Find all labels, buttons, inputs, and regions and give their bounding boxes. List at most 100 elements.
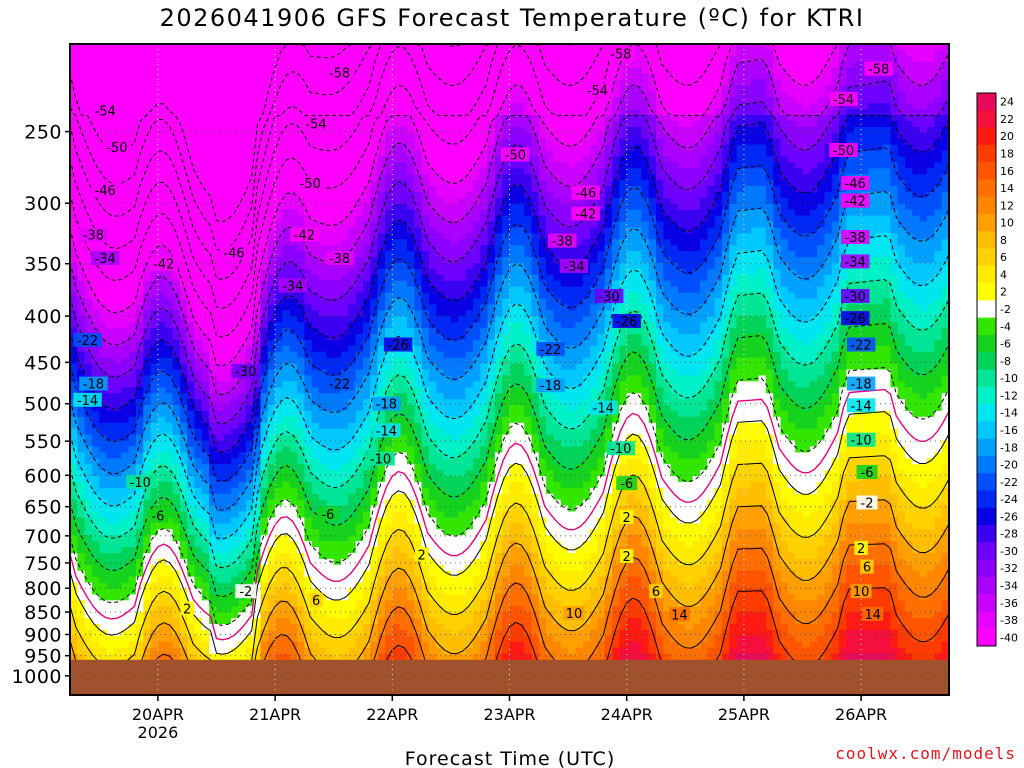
temperature-cell (282, 180, 291, 187)
temperature-cell (128, 257, 137, 264)
temperature-cell (253, 115, 261, 122)
temperature-cell (128, 150, 137, 157)
temperature-cell (282, 209, 291, 217)
temperature-cell (333, 310, 342, 317)
temperature-cell (370, 487, 379, 495)
temperature-cell (326, 582, 335, 590)
temperature-cell (363, 257, 371, 264)
temperature-cell (106, 399, 115, 406)
temperature-cell (326, 345, 335, 353)
temperature-cell (282, 233, 291, 240)
temperature-cell (282, 387, 291, 394)
temperature-cell (282, 535, 291, 542)
temperature-cell (363, 227, 371, 234)
temperature-cell (128, 298, 137, 305)
temperature-cell (150, 233, 159, 240)
temperature-cell (282, 109, 291, 116)
temperature-cell (209, 594, 218, 601)
temperature-cell (121, 647, 130, 655)
temperature-cell (70, 251, 78, 258)
temperature-cell (363, 203, 371, 211)
temperature-cell (282, 328, 291, 335)
temperature-cell (216, 363, 225, 371)
temperature-cell (385, 410, 393, 418)
temperature-cell (333, 629, 342, 637)
temperature-cell (231, 375, 239, 382)
temperature-cell (135, 109, 144, 116)
temperature-cell (399, 144, 408, 152)
temperature-cell (99, 653, 108, 661)
temperature-cell (231, 594, 239, 601)
temperature-cell (260, 268, 269, 276)
temperature-cell (231, 257, 239, 264)
temperature-cell (355, 612, 364, 619)
temperature-cell (392, 97, 401, 104)
temperature-cell (333, 357, 342, 365)
temperature-cell (319, 446, 327, 453)
temperature-cell (179, 274, 188, 282)
temperature-cell (165, 399, 174, 406)
temperature-cell (77, 91, 86, 98)
temperature-cell (326, 624, 335, 631)
temperature-cell (187, 203, 196, 211)
temperature-cell (289, 387, 298, 394)
temperature-cell (245, 334, 254, 341)
temperature-cell (370, 434, 379, 442)
temperature-cell (282, 334, 291, 341)
temperature-cell (289, 410, 298, 418)
temperature-cell (377, 233, 386, 240)
temperature-cell (289, 588, 298, 595)
temperature-cell (326, 180, 335, 187)
temperature-cell (172, 629, 181, 637)
temperature-cell (223, 174, 232, 181)
temperature-cell (194, 618, 203, 625)
temperature-cell (289, 345, 298, 353)
temperature-cell (209, 363, 218, 371)
temperature-cell (289, 85, 298, 92)
temperature-cell (135, 381, 144, 388)
temperature-cell (172, 126, 181, 134)
temperature-cell (165, 458, 174, 465)
temperature-cell (157, 523, 166, 530)
temperature-cell (157, 85, 166, 92)
temperature-cell (121, 221, 130, 228)
temperature-cell (319, 221, 327, 228)
temperature-cell (172, 268, 181, 276)
temperature-cell (348, 564, 357, 572)
temperature-cell (245, 345, 254, 353)
temperature-cell (260, 487, 269, 495)
temperature-cell (363, 582, 371, 590)
temperature-cell (275, 511, 283, 518)
temperature-cell (77, 138, 86, 146)
temperature-cell (311, 476, 320, 483)
temperature-cell (289, 79, 298, 86)
temperature-cell (297, 511, 305, 518)
temperature-cell (363, 446, 371, 453)
temperature-cell (165, 227, 174, 234)
temperature-cell (238, 541, 247, 548)
temperature-cell (172, 339, 181, 347)
temperature-cell (216, 369, 225, 376)
temperature-cell (165, 144, 174, 152)
temperature-cell (289, 304, 298, 311)
temperature-cell (231, 91, 239, 98)
temperature-cell (260, 606, 269, 613)
temperature-cell (128, 452, 137, 459)
temperature-cell (304, 192, 313, 199)
temperature-cell (304, 322, 313, 329)
temperature-cell (231, 416, 239, 424)
temperature-cell (201, 505, 210, 513)
temperature-cell (179, 168, 188, 175)
temperature-cell (209, 393, 218, 400)
temperature-cell (172, 499, 181, 507)
temperature-cell (363, 91, 371, 98)
temperature-cell (121, 624, 130, 631)
temperature-cell (121, 541, 130, 548)
temperature-cell (77, 298, 86, 305)
temperature-cell (245, 251, 254, 258)
temperature-cell (70, 73, 78, 81)
temperature-cell (245, 144, 254, 152)
temperature-cell (282, 458, 291, 465)
temperature-cell (84, 564, 93, 572)
temperature-cell (348, 168, 357, 175)
